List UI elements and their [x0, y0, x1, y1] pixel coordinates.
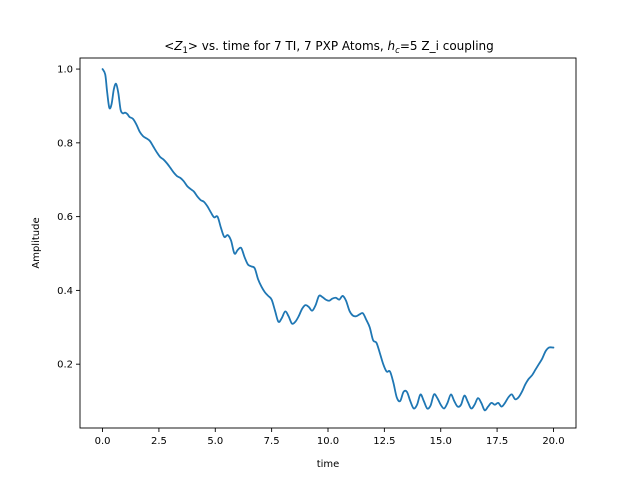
- y-tick-label: 0.6: [57, 212, 73, 223]
- x-tick-label: 20.0: [542, 436, 564, 447]
- y-tick-label: 0.8: [57, 138, 73, 149]
- x-tick-label: 17.5: [486, 436, 508, 447]
- y-tick-label: 1.0: [57, 65, 73, 76]
- x-tick-label: 7.5: [264, 436, 280, 447]
- plot-frame: [79, 57, 577, 429]
- series-line: [101, 68, 555, 412]
- x-tick-label: 0.0: [95, 436, 111, 447]
- x-tick-label: 2.5: [151, 436, 167, 447]
- title-part-4: > vs. time for 7 TI, 7 PXP Atoms,: [188, 39, 388, 53]
- title-part-6: c: [395, 46, 400, 56]
- x-tick-label: 12.5: [373, 436, 395, 447]
- y-axis-label: Amplitude: [31, 217, 42, 268]
- title-part-5: h: [388, 39, 396, 53]
- title-part-7: =5 Z_i coupling: [400, 39, 494, 53]
- x-tick-label: 15.0: [430, 436, 452, 447]
- x-axis-label: time: [317, 459, 340, 470]
- x-axis-ticks: 0.0 2.5 5.0 7.5 10.0 12.5 15.0 17.5 20.0: [95, 428, 565, 447]
- y-tick-label: 0.4: [57, 286, 73, 297]
- title-part-1: <: [164, 39, 174, 53]
- chart-title: <Z1> vs. time for 7 TI, 7 PXP Atoms, hc=…: [164, 39, 494, 56]
- title-part-3: 1: [183, 46, 188, 56]
- title-part-2: Z: [173, 39, 183, 53]
- y-tick-label: 0.2: [57, 360, 73, 371]
- x-tick-label: 10.0: [317, 436, 339, 447]
- x-tick-label: 5.0: [207, 436, 223, 447]
- y-axis-ticks: 0.2 0.4 0.6 0.8 1.0: [57, 65, 80, 371]
